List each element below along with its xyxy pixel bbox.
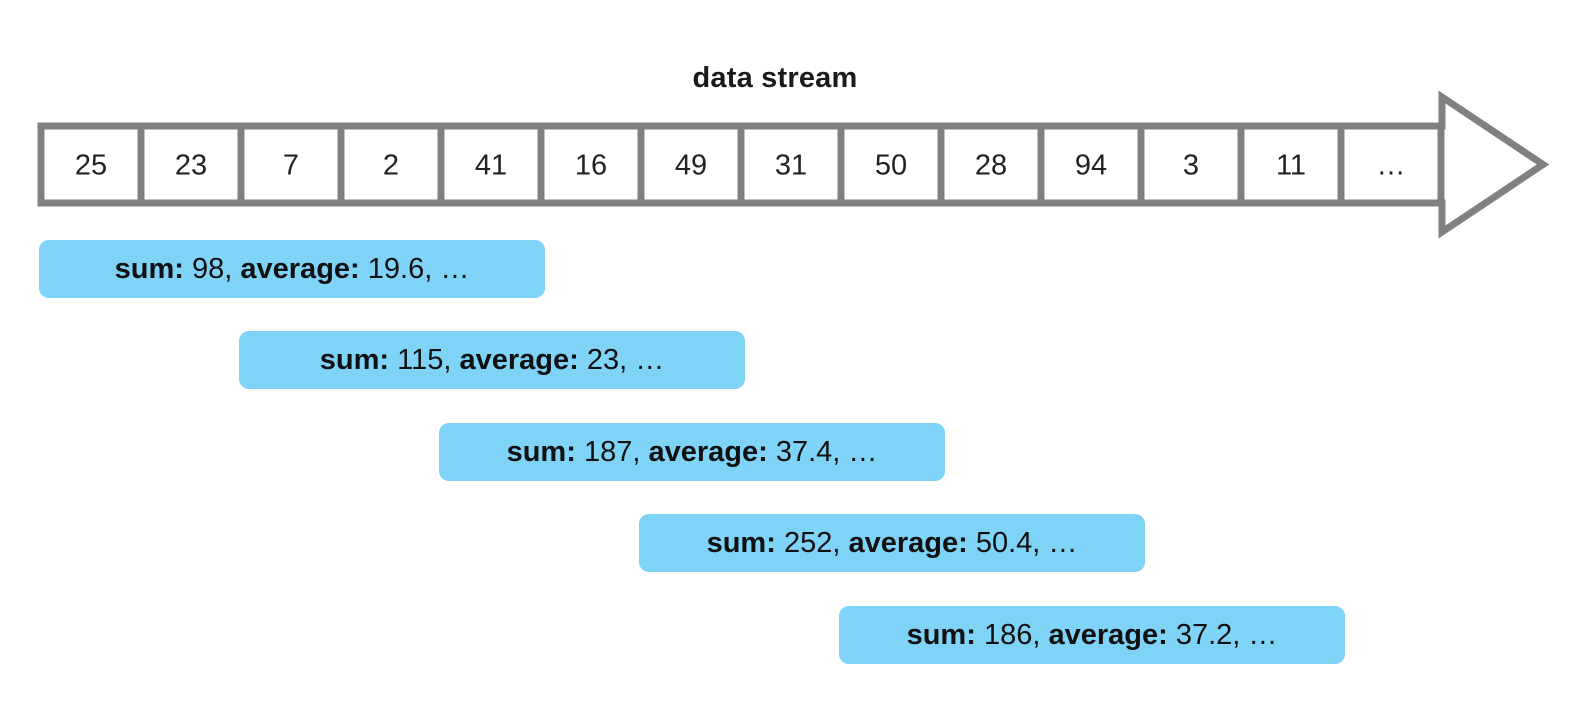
stream-value-6: 16	[575, 150, 607, 182]
average-label: average:	[648, 435, 768, 468]
stream-value-11: 94	[1075, 150, 1107, 182]
stream-value-3: 7	[283, 150, 299, 182]
sum-label: sum:	[114, 252, 184, 285]
stream-value-14: …	[1377, 150, 1406, 182]
sum-label: sum:	[906, 618, 976, 651]
average-value: 23	[586, 343, 620, 376]
diagram-title: data stream	[692, 62, 858, 94]
stream-value-7: 49	[675, 150, 707, 182]
average-label: average:	[1048, 618, 1168, 651]
stream-value-5: 41	[475, 150, 507, 182]
stream-value-8: 31	[775, 150, 807, 182]
ellipsis: …	[848, 435, 878, 468]
window-summary-5: sum: 186, average: 37.2, …	[839, 606, 1345, 664]
stream-value-9: 50	[875, 150, 907, 182]
ellipsis: …	[440, 252, 470, 285]
sum-label: sum:	[319, 343, 390, 376]
sum-label: sum:	[706, 526, 776, 559]
sum-label: sum:	[506, 435, 576, 468]
window-summary-2: sum: 115, average: 23, …	[239, 331, 745, 389]
stream-value-2: 23	[175, 150, 207, 182]
ellipsis: …	[1048, 526, 1078, 559]
arrow-outline	[37, 90, 1550, 239]
ellipsis: …	[1248, 618, 1278, 651]
stream-value-1: 25	[75, 150, 107, 182]
stream-value-12: 3	[1183, 150, 1199, 182]
average-value: 37.4	[775, 435, 833, 468]
stream-value-10: 28	[975, 150, 1007, 182]
sum-value: 186	[983, 618, 1033, 651]
average-value: 37.2	[1175, 618, 1233, 651]
sum-value: 115	[397, 343, 444, 376]
average-label: average:	[848, 526, 968, 559]
average-value: 19.6	[367, 252, 425, 285]
sum-value: 98	[192, 252, 225, 285]
ellipsis: …	[635, 343, 665, 376]
stream-value-4: 2	[383, 150, 399, 182]
window-summary-1: sum: 98, average: 19.6, …	[39, 240, 545, 298]
average-label: average:	[459, 343, 579, 376]
average-value: 50.4	[975, 526, 1033, 559]
average-label: average:	[240, 252, 360, 285]
sum-value: 187	[583, 435, 633, 468]
window-summary-4: sum: 252, average: 50.4, …	[639, 514, 1145, 572]
window-summary-3: sum: 187, average: 37.4, …	[439, 423, 945, 481]
stream-value-13: 11	[1276, 150, 1306, 182]
sum-value: 252	[783, 526, 833, 559]
